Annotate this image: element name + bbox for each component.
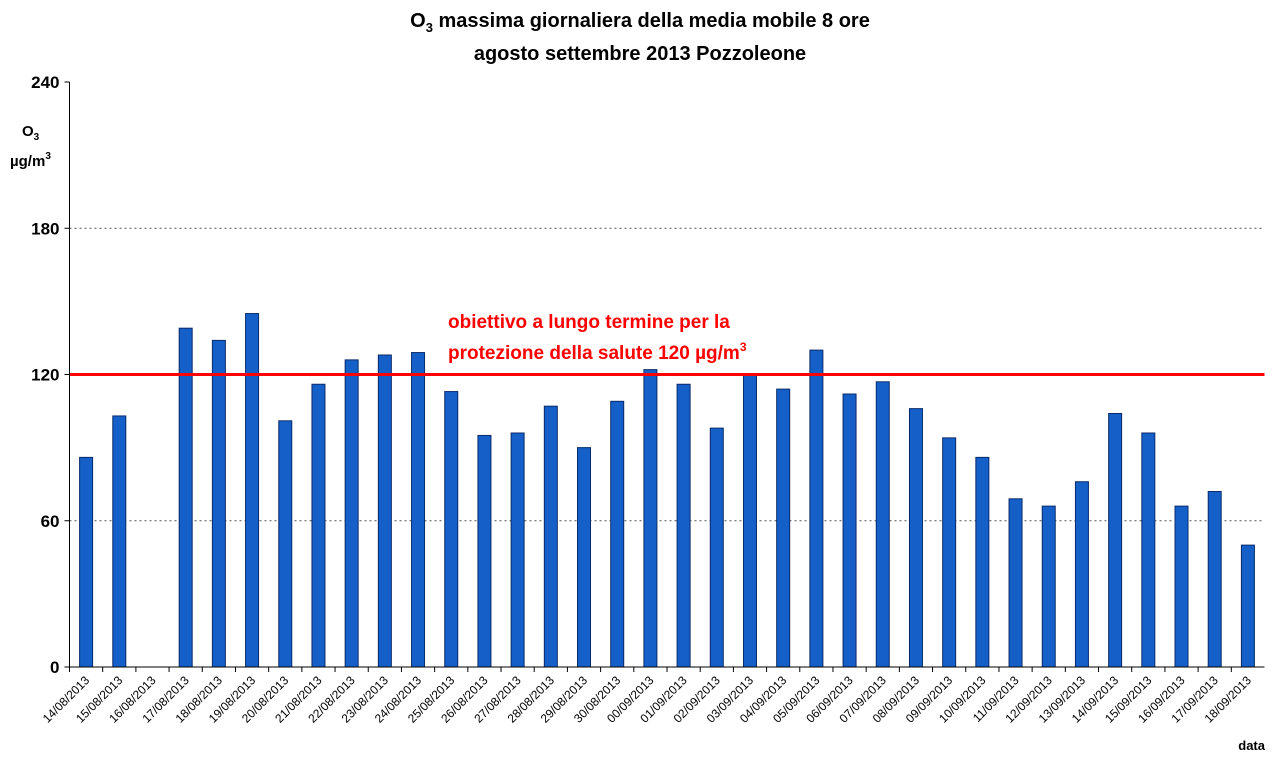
bar (311, 383, 326, 668)
bar (543, 405, 558, 668)
bar (1207, 491, 1222, 668)
bar (79, 456, 94, 668)
ylabel-text: µg/m (10, 153, 45, 170)
threshold-sup: 3 (740, 340, 747, 354)
y-tick-label: 180 (31, 219, 59, 238)
bar (1108, 413, 1123, 668)
bar (178, 327, 193, 668)
bar (477, 434, 492, 668)
chart-title: O3 massima giornaliera della media mobil… (410, 10, 870, 35)
chart-subtitle: agosto settembre 2013 Pozzoleone (474, 43, 806, 65)
bar (577, 447, 592, 668)
title-sub: 3 (426, 20, 433, 35)
y-tick-label: 240 (31, 73, 59, 92)
bar (444, 391, 459, 668)
bar (112, 415, 127, 668)
bar (842, 393, 857, 668)
ylabel-sup: 3 (45, 151, 51, 162)
bar (1008, 498, 1023, 668)
bar (610, 400, 625, 668)
bar (411, 352, 426, 668)
bar (809, 349, 824, 668)
y-tick-label: 60 (41, 512, 60, 531)
bar (278, 420, 293, 668)
bar (211, 339, 226, 668)
bar (942, 437, 957, 668)
bar (1074, 481, 1089, 668)
threshold-label: protezione della salute 120 µg/m3 (448, 340, 747, 364)
ylabel-text: O (22, 123, 34, 140)
bar (776, 388, 791, 668)
y-tick-label: 120 (31, 366, 59, 385)
bar (245, 313, 260, 668)
bar (1141, 432, 1156, 668)
title-text: O (410, 10, 426, 32)
bar (1041, 505, 1056, 668)
threshold-text: protezione della salute 120 µg/m (448, 343, 740, 364)
bar (510, 432, 525, 668)
ylabel-sub: 3 (34, 132, 40, 143)
bar (1174, 505, 1189, 668)
bar (975, 456, 990, 668)
bar (709, 427, 724, 668)
bar (344, 359, 359, 668)
y-tick-label: 0 (50, 658, 59, 677)
y-axis-label: µg/m3 (10, 151, 51, 170)
title-text: massima giornaliera della media mobile 8… (433, 10, 870, 32)
bar (875, 381, 890, 668)
y-axis-label: O3 (22, 123, 40, 143)
bar (908, 408, 923, 668)
bar (643, 369, 658, 668)
bar (742, 374, 757, 668)
threshold-label: obiettivo a lungo termine per la (448, 312, 730, 333)
bar (1240, 544, 1255, 668)
x-axis-label: data (1238, 738, 1266, 753)
bar (377, 354, 392, 668)
bar (676, 383, 691, 668)
